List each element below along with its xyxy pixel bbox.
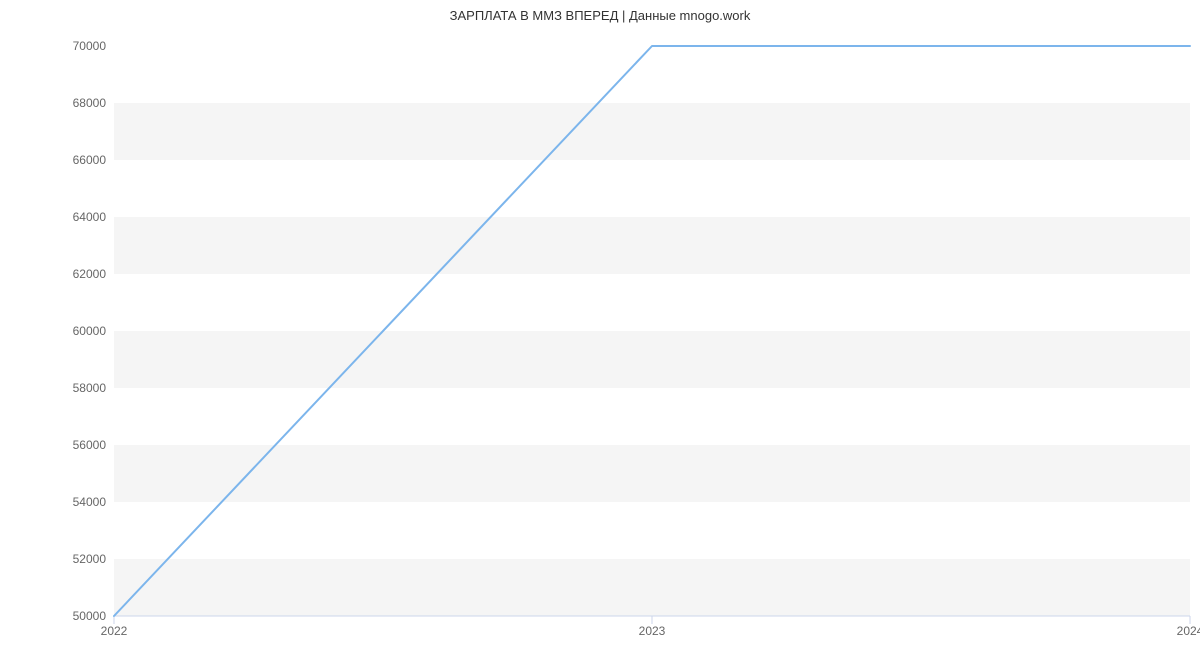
data-line — [114, 46, 1190, 616]
y-tick-label: 66000 — [73, 153, 114, 167]
y-tick-label: 68000 — [73, 96, 114, 110]
salary-chart: ЗАРПЛАТА В ММЗ ВПЕРЕД | Данные mnogo.wor… — [0, 0, 1200, 650]
y-tick-label: 70000 — [73, 39, 114, 53]
y-tick-label: 54000 — [73, 495, 114, 509]
y-tick-label: 56000 — [73, 438, 114, 452]
x-tick-label: 2022 — [101, 616, 128, 638]
y-tick-label: 62000 — [73, 267, 114, 281]
y-tick-label: 58000 — [73, 381, 114, 395]
x-tick-label: 2023 — [639, 616, 666, 638]
chart-title: ЗАРПЛАТА В ММЗ ВПЕРЕД | Данные mnogo.wor… — [0, 8, 1200, 23]
y-tick-label: 60000 — [73, 324, 114, 338]
x-tick-label: 2024 — [1177, 616, 1200, 638]
y-tick-label: 52000 — [73, 552, 114, 566]
y-tick-label: 64000 — [73, 210, 114, 224]
plot-svg — [114, 46, 1190, 616]
plot-area: 5000052000540005600058000600006200064000… — [114, 46, 1190, 616]
